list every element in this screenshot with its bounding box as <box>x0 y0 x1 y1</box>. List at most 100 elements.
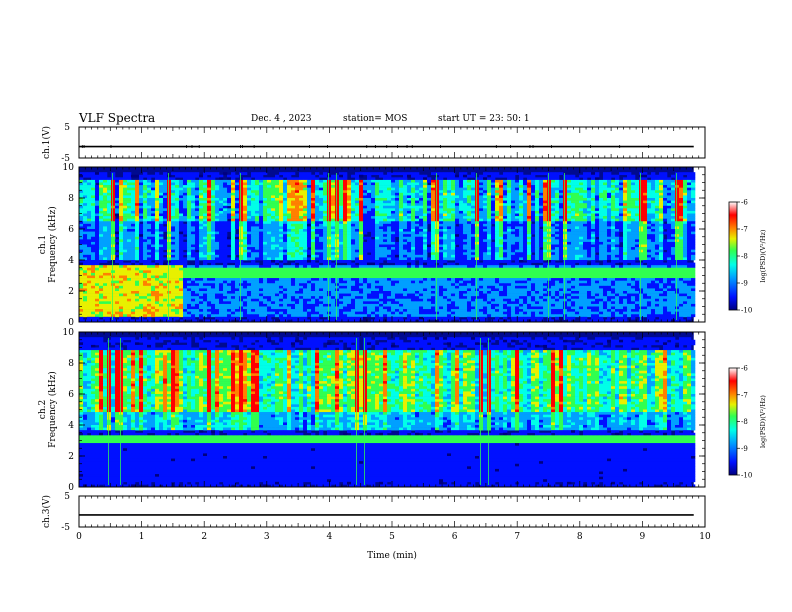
spectrogram-cell <box>199 190 204 194</box>
spectrogram-cell <box>539 231 544 235</box>
spectrogram-cell <box>327 221 332 225</box>
spectrogram-cell <box>523 195 528 199</box>
spectrogram-cell <box>511 210 516 214</box>
spectrogram-cell <box>315 241 320 245</box>
spectrogram-cell <box>195 239 200 243</box>
spectrogram-cell <box>635 205 640 209</box>
spectrogram-cell <box>331 210 336 214</box>
spectrogram-cell <box>291 200 296 204</box>
spectrogram-cell <box>407 223 412 227</box>
spectrogram-cell <box>399 223 404 227</box>
spectrogram-cell <box>607 221 612 225</box>
spectrogram-cell <box>287 223 292 227</box>
spectrogram-cell <box>295 239 300 243</box>
spectrogram-cell <box>571 182 576 186</box>
spectrogram-cell <box>419 185 424 188</box>
spectrogram-cell <box>239 236 244 240</box>
spectrogram-cell <box>295 221 300 225</box>
spectrogram-cell <box>95 249 100 253</box>
spectrogram-cell <box>251 223 256 227</box>
spectrogram-cell <box>563 198 568 201</box>
spectrogram-cell <box>467 247 472 250</box>
spectrogram-cell <box>223 241 228 245</box>
spectrogram-cell <box>619 192 624 196</box>
spectrogram-cell <box>259 216 264 219</box>
spectrogram-cell <box>171 234 176 238</box>
spectrogram-cell <box>267 223 272 227</box>
spectrogram-cell <box>199 223 204 227</box>
spectrogram-cell <box>355 218 360 222</box>
spectrogram-cell <box>355 231 360 235</box>
spectrogram-cell <box>303 200 308 204</box>
spectrogram-cell <box>283 200 288 204</box>
spectrogram-cell <box>631 241 636 245</box>
spectrogram-cell <box>147 244 152 248</box>
spectrogram-cell <box>447 177 452 181</box>
spectrogram-cell <box>583 195 588 199</box>
spectrogram-cell <box>543 198 548 201</box>
spectrogram-cell <box>419 244 424 248</box>
spectrogram-cell <box>603 185 608 188</box>
spectrogram-cell <box>111 205 116 209</box>
spectrogram-cell <box>383 210 388 214</box>
spectrogram-cell <box>283 172 288 176</box>
spectrogram-cell <box>159 223 164 227</box>
spectrogram-cell <box>511 203 516 207</box>
spectrogram-cell <box>599 210 604 214</box>
spectrogram-cell <box>487 236 492 240</box>
spectrogram-cell <box>403 247 408 250</box>
spectrogram-cell <box>615 231 620 235</box>
spectrogram-cell <box>551 192 556 196</box>
spectrogram-cell <box>135 244 140 248</box>
x-tick-label: 0 <box>76 532 82 542</box>
spectrogram-cell <box>263 239 268 243</box>
spectrogram-cell <box>207 179 212 183</box>
spectrogram-cell <box>283 185 288 188</box>
spectrogram-cell <box>311 249 316 253</box>
spectrogram-cell <box>571 223 576 227</box>
spectrogram-cell <box>491 179 496 183</box>
spectrogram-cell <box>251 221 256 225</box>
spectrogram-cell <box>187 185 192 188</box>
spectrogram-cell <box>283 223 288 227</box>
spectrogram-cell <box>251 231 256 235</box>
spectrogram-cell <box>567 185 572 188</box>
spectrogram-cell <box>403 226 408 230</box>
spectrogram-cell <box>627 195 632 199</box>
spectrogram-cell <box>603 241 608 245</box>
spectrogram-cell <box>227 174 232 178</box>
spectrogram-cell <box>471 218 476 222</box>
spectrogram-cell <box>295 198 300 201</box>
spectrogram-cell <box>167 249 172 253</box>
spectrogram-cell <box>247 200 252 204</box>
spectrogram-cell <box>259 210 264 214</box>
spectrogram-cell <box>391 241 396 245</box>
spectrogram-cell <box>499 179 504 183</box>
spectrogram-cell <box>475 247 480 250</box>
spectrogram-cell <box>339 198 344 201</box>
spectrogram-cell <box>687 192 692 196</box>
spectrogram-cell <box>223 203 228 207</box>
spectrogram-cell <box>243 205 248 209</box>
spectrogram-cell <box>207 216 212 219</box>
spectrogram-cell <box>599 231 604 235</box>
spectrogram-cell <box>459 223 464 227</box>
spectrogram-cell <box>147 174 152 178</box>
spectrogram-cell <box>575 231 580 235</box>
spectrogram-cell <box>499 236 504 240</box>
spectrogram-cell <box>123 236 128 240</box>
spectrogram-cell <box>383 241 388 245</box>
spectrogram-cell <box>307 236 312 240</box>
spectrogram-cell <box>327 174 332 178</box>
spectrogram-cell <box>395 221 400 225</box>
spectrogram-cell <box>231 208 236 212</box>
spectrogram-cell <box>635 190 640 194</box>
spectrogram-cell <box>319 190 324 194</box>
spectrogram-cell <box>151 239 156 243</box>
spectrogram-cell <box>395 192 400 196</box>
spectrogram-cell <box>531 182 536 186</box>
spectrogram-cell <box>659 241 664 245</box>
spectrogram-cell <box>239 195 244 199</box>
spectrogram-cell <box>631 210 636 214</box>
spectrogram-cell <box>391 236 396 240</box>
